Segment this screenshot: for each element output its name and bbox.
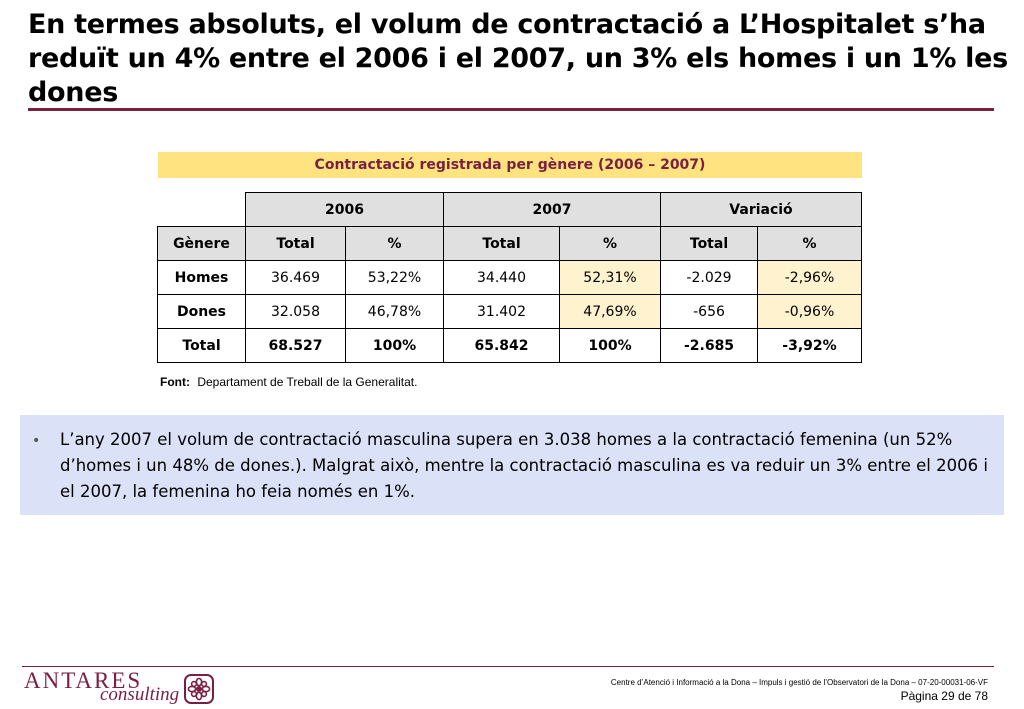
year-header-2007: 2007 — [443, 192, 661, 227]
table-cell: -2.685 — [660, 328, 758, 363]
antares-flower-icon — [184, 674, 214, 704]
bullet-icon: • — [32, 433, 41, 449]
row-label: Dones — [157, 294, 246, 329]
page-number: Pàgina 29 de 78 — [900, 689, 988, 703]
year-header-2006: 2006 — [245, 192, 444, 227]
table-cell: 68.527 — [245, 328, 346, 363]
column-header-row: Gènere Total % Total % Total % — [157, 226, 862, 261]
table-cell: -656 — [660, 294, 758, 329]
column-header: Total — [245, 226, 346, 261]
table-cell-highlighted: -2,96% — [757, 260, 862, 295]
table-cell: 100% — [559, 328, 661, 363]
table-cell: 31.402 — [443, 294, 560, 329]
column-header: Gènere — [157, 226, 246, 261]
table-caption: Contractació registrada per gènere (2006… — [158, 152, 862, 178]
title-divider — [28, 108, 994, 111]
footer-doc-info: Centre d’Atenció i Informació a la Dona … — [610, 678, 988, 687]
footer-divider — [22, 666, 994, 667]
year-header-variation: Variació — [660, 192, 862, 227]
table-cell: 36.469 — [245, 260, 346, 295]
contracting-table: 2006 2007 Variació Gènere Total % Total … — [157, 192, 862, 363]
table-cell: 53,22% — [345, 260, 444, 295]
source-label: Font: — [160, 375, 190, 389]
table-cell: 100% — [345, 328, 444, 363]
year-header-row: 2006 2007 Variació — [158, 192, 862, 227]
summary-note-box: • L’any 2007 el volum de contractació ma… — [20, 415, 1004, 515]
source-note: Font: Departament de Treball de la Gener… — [160, 375, 417, 389]
table-cell-highlighted: 52,31% — [559, 260, 661, 295]
table-cell: 65.842 — [443, 328, 560, 363]
column-header: % — [757, 226, 862, 261]
antares-logo-word: ANTARES — [24, 668, 143, 693]
table-cell-highlighted: -0,96% — [757, 294, 862, 329]
table-cell-highlighted: 47,69% — [559, 294, 661, 329]
column-header: Total — [660, 226, 758, 261]
summary-note-text: L’any 2007 el volum de contractació masc… — [60, 430, 988, 501]
table-cell: 46,78% — [345, 294, 444, 329]
empty-corner-cell — [158, 193, 246, 227]
antares-logo-sub: consulting — [100, 684, 180, 705]
table-row-homes: Homes 36.469 53,22% 34.440 52,31% -2.029… — [157, 260, 862, 295]
table-cell: -2.029 — [660, 260, 758, 295]
page-title: En termes absoluts, el volum de contract… — [28, 9, 1008, 108]
row-label: Homes — [157, 260, 246, 295]
source-text: Departament de Treball de la Generalitat… — [197, 375, 418, 389]
table-cell: 34.440 — [443, 260, 560, 295]
table-row-total: Total 68.527 100% 65.842 100% -2.685 -3,… — [157, 328, 862, 363]
column-header: Total — [443, 226, 560, 261]
column-header: % — [559, 226, 661, 261]
table-cell: -3,92% — [757, 328, 862, 363]
table-row-dones: Dones 32.058 46,78% 31.402 47,69% -656 -… — [157, 294, 862, 329]
column-header: % — [345, 226, 444, 261]
row-label: Total — [157, 328, 246, 363]
table-cell: 32.058 — [245, 294, 346, 329]
